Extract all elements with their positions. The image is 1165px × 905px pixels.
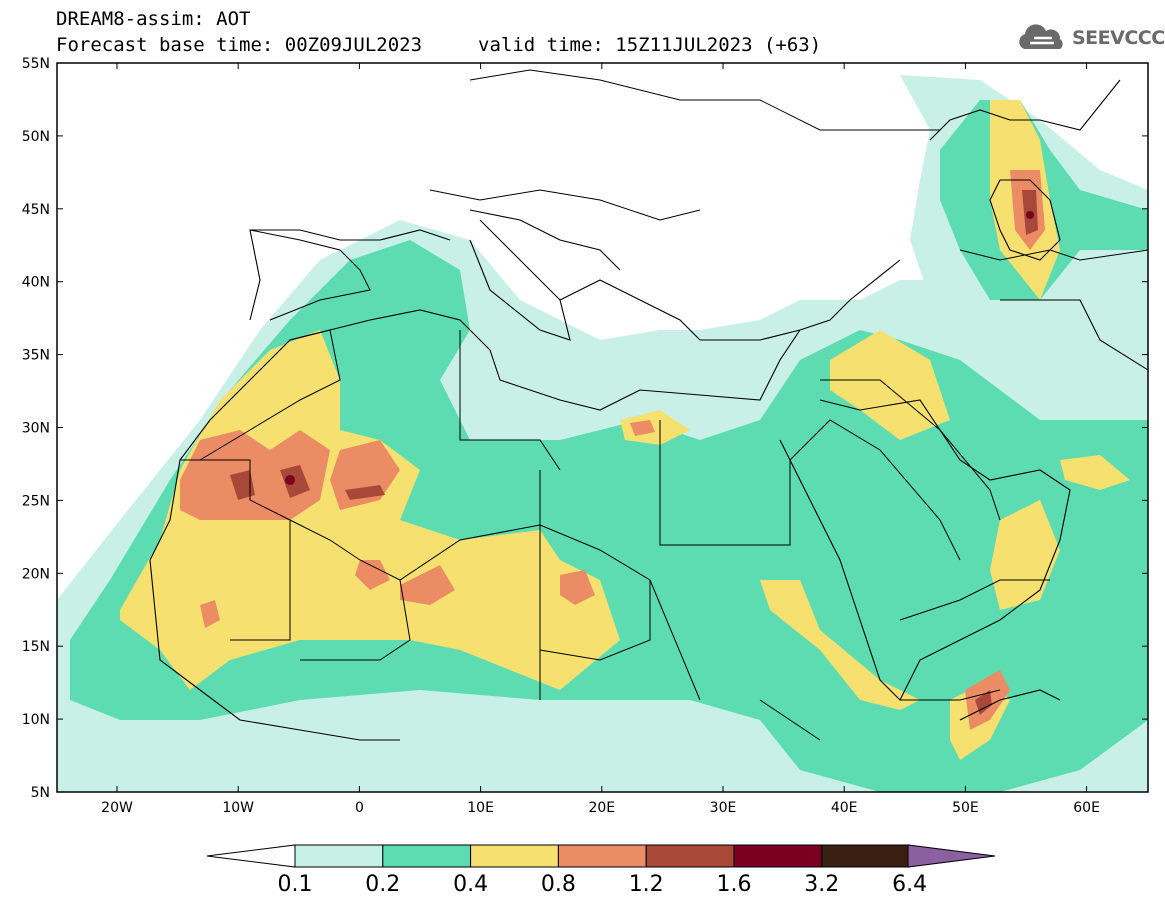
- colorbar-label: 6.4: [892, 872, 928, 897]
- colorbar-label: 0.2: [365, 872, 401, 897]
- lat-tick-label: 5N: [31, 785, 50, 801]
- lon-tick-label: 50E: [952, 800, 979, 816]
- lat-tick-label: 45N: [22, 202, 50, 218]
- cloud-icon: [1019, 24, 1063, 49]
- map-title: DREAM8-assim: AOT: [56, 8, 251, 30]
- lon-tick-label: 10E: [467, 800, 494, 816]
- lat-tick-label: 10N: [22, 712, 50, 728]
- lat-tick-label: 30N: [22, 421, 50, 437]
- colorbar-label: 3.2: [804, 872, 840, 897]
- colorbar-label: 1.6: [716, 872, 752, 897]
- longitude-axis: 20W 10W 0 10E 20E 30E 40E 50E 60E: [101, 63, 1100, 816]
- lon-tick-label: 20W: [101, 800, 133, 816]
- lon-tick-label: 0: [355, 800, 364, 816]
- lat-tick-label: 20N: [22, 566, 50, 582]
- lon-tick-label: 40E: [831, 800, 858, 816]
- lon-tick-label: 60E: [1073, 800, 1100, 816]
- aot-level-1.2: [230, 190, 1038, 715]
- lon-tick-label: 20E: [588, 800, 615, 816]
- lat-tick-label: 50N: [22, 129, 50, 145]
- colorbar-label: 0.1: [277, 872, 313, 897]
- lat-tick-label: 25N: [22, 493, 50, 509]
- colorbar-label: 1.2: [628, 872, 664, 897]
- colorbar-over-triangle: [907, 844, 996, 868]
- colorbar-swatch: [733, 844, 823, 868]
- colorbar-swatch: [470, 844, 559, 868]
- colorbar-swatch: [294, 844, 384, 868]
- lat-tick-label: 15N: [22, 639, 50, 655]
- valid-time: valid time: 15Z11JUL2023 (+63): [478, 34, 822, 56]
- country-borders: [180, 69, 1148, 741]
- lon-tick-label: 10W: [222, 800, 254, 816]
- aot-level-1.6: [285, 211, 1034, 485]
- coastlines: [149, 79, 1148, 741]
- colorbar-swatch: [557, 844, 647, 868]
- lat-tick-label: 35N: [22, 348, 50, 364]
- latitude-axis: 55N 50N 45N 40N 35N 30N 25N 20N 15N 10N 5N: [22, 56, 1148, 801]
- colorbar-under-triangle: [206, 844, 296, 868]
- logo-text: SEEVCCC: [1072, 27, 1165, 49]
- lat-tick-label: 40N: [22, 275, 50, 291]
- seevccc-logo: SEEVCCC: [1016, 23, 1165, 53]
- aot-field: [57, 63, 1148, 792]
- colorbar: [206, 844, 996, 868]
- colorbar-label: 0.4: [453, 872, 489, 897]
- lon-tick-label: 30E: [710, 800, 737, 816]
- colorbar-label: 0.8: [540, 872, 576, 897]
- colorbar-swatch: [382, 844, 472, 868]
- colorbar-swatch: [645, 844, 735, 868]
- forecast-base-time: Forecast base time: 00Z09JUL2023: [56, 34, 423, 56]
- lat-tick-label: 55N: [22, 56, 50, 72]
- colorbar-swatch: [821, 844, 911, 868]
